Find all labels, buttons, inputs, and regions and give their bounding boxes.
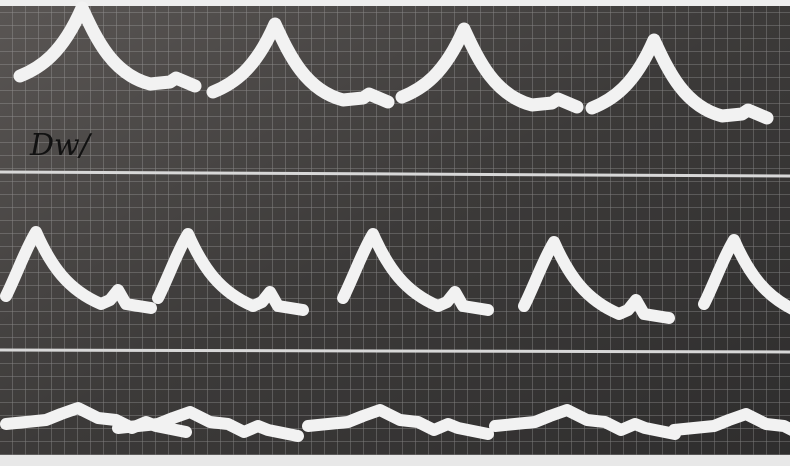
bottom-edge	[0, 455, 790, 466]
recording-photo: Dw/	[0, 0, 790, 466]
top-edge	[0, 0, 790, 6]
strip-divider	[0, 350, 790, 352]
handwritten-label: Dw/	[29, 128, 93, 163]
